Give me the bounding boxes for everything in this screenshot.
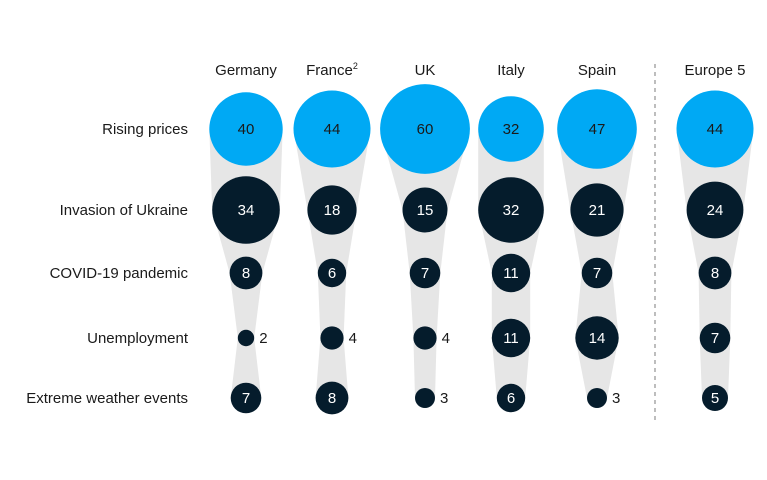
bubble-rising-prices-uk-value: 60 [417, 121, 434, 138]
bubble-unemployment-europe-5-value: 7 [711, 330, 719, 347]
bubble-extreme-weather-events-italy-value: 6 [507, 390, 515, 407]
bubble-extreme-weather-events-europe-5-value: 5 [711, 390, 719, 407]
bubble-extreme-weather-events-spain-value: 3 [612, 390, 620, 407]
bubble-covid-19-pandemic-germany [229, 256, 263, 290]
bubble-invasion-of-ukraine-france [307, 185, 357, 235]
column-label-europe-5: Europe 5 [685, 62, 746, 79]
bubble-covid-19-pandemic-uk-value: 7 [421, 265, 429, 282]
row-label-unemployment: Unemployment [87, 330, 189, 347]
bubble-unemployment-germany [237, 329, 255, 347]
row-labels: Rising prices Invasion of Ukraine COVID-19… [26, 121, 189, 407]
bubble-rising-prices-germany [209, 92, 283, 166]
bubble-invasion-of-ukraine-uk [402, 187, 448, 233]
row-label-rising-prices: Rising prices [102, 121, 188, 138]
bubble-rising-prices-france-value: 44 [324, 121, 341, 138]
bubble-extreme-weather-events-italy [496, 383, 526, 413]
bubble-unemployment-spain-value: 14 [589, 330, 606, 347]
column-label-france: France2 [306, 61, 358, 79]
bubble-invasion-of-ukraine-germany-value: 34 [238, 202, 255, 219]
column-label-spain: Spain [578, 62, 616, 79]
bubble-invasion-of-ukraine-germany [212, 176, 280, 244]
bubble-unemployment-europe-5 [699, 322, 731, 354]
bubble-rising-prices-spain [557, 89, 637, 169]
bubble-covid-19-pandemic-europe-5 [698, 256, 732, 290]
bubble-covid-19-pandemic-france [317, 258, 347, 288]
bubble-unemployment-italy-value: 11 [503, 330, 519, 347]
bubble-extreme-weather-events-uk [415, 388, 435, 408]
bubble-covid-19-pandemic-uk [409, 257, 441, 289]
bubble-unemployment-uk-value: 4 [442, 330, 450, 347]
bubble-rising-prices-spain-value: 47 [589, 121, 606, 138]
bubble-rising-prices-italy [478, 96, 544, 162]
bubble-rising-prices-uk [380, 84, 470, 174]
bubble-invasion-of-ukraine-italy [478, 177, 544, 243]
bubble-covid-19-pandemic-germany-value: 8 [242, 265, 250, 282]
column-labels: Germany France2 UK Italy Spain Europe 5 [215, 61, 745, 79]
bubble-invasion-of-ukraine-france-value: 18 [324, 202, 341, 219]
bubble-rising-prices-germany-value: 40 [238, 121, 255, 138]
bubble-extreme-weather-events-germany [230, 382, 262, 414]
bubble-covid-19-pandemic-spain [581, 257, 613, 289]
bubble-unemployment-germany-value: 2 [259, 330, 267, 347]
column-label-uk: UK [415, 62, 436, 79]
bubble-unemployment-france-value: 4 [349, 330, 357, 347]
bubble-covid-19-pandemic-spain-value: 7 [593, 265, 601, 282]
bubble-invasion-of-ukraine-spain-value: 21 [589, 202, 606, 219]
bubble-extreme-weather-events-france-value: 8 [328, 390, 336, 407]
bubble-rising-prices-europe-5 [676, 90, 754, 168]
row-label-extreme-weather-events: Extreme weather events [26, 390, 188, 407]
column-label-italy: Italy [497, 62, 525, 79]
bubble-rising-prices-europe-5-value: 44 [707, 121, 724, 138]
bubble-extreme-weather-events-germany-value: 7 [242, 390, 250, 407]
bubble-covid-19-pandemic-europe-5-value: 8 [711, 265, 719, 282]
bubble-covid-19-pandemic-italy-value: 11 [503, 265, 519, 282]
bubble-covid-19-pandemic-france-value: 6 [328, 265, 336, 282]
bubble-unemployment-spain [575, 316, 619, 360]
bubble-invasion-of-ukraine-spain [570, 183, 624, 237]
bubble-rising-prices-italy-value: 32 [503, 121, 520, 138]
bubble-unemployment-uk [413, 326, 437, 350]
bubble-extreme-weather-events-spain [587, 388, 607, 408]
row-label-covid-19-pandemic: COVID-19 pandemic [50, 265, 189, 282]
bubble-invasion-of-ukraine-europe-5 [686, 181, 744, 239]
bubble-unemployment-france [320, 326, 344, 350]
bubble-rising-prices-france [293, 90, 371, 168]
bubble-unemployment-italy [491, 318, 531, 358]
bubble-invasion-of-ukraine-europe-5-value: 24 [707, 202, 724, 219]
funnel-backgrounds [209, 129, 754, 398]
bubble-extreme-weather-events-europe-5 [702, 385, 728, 411]
row-label-invasion-of-ukraine: Invasion of Ukraine [60, 202, 188, 219]
bubble-extreme-weather-events-france [315, 381, 349, 415]
bubble-invasion-of-ukraine-uk-value: 15 [417, 202, 434, 219]
bubble-invasion-of-ukraine-italy-value: 32 [503, 202, 520, 219]
bubble-covid-19-pandemic-italy [491, 253, 531, 293]
bubble-extreme-weather-events-uk-value: 3 [440, 390, 448, 407]
column-label-germany: Germany [215, 62, 277, 79]
